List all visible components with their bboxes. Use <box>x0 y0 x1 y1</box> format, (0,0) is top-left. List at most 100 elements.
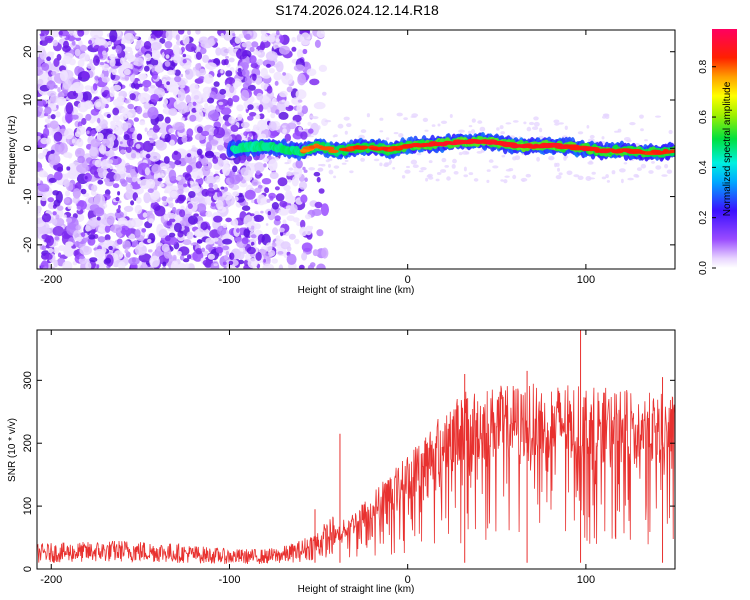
noise-blob <box>195 161 203 169</box>
noise-blob <box>303 169 308 173</box>
noise-blob <box>503 179 508 184</box>
noise-blob <box>112 84 122 91</box>
noise-blob <box>77 155 85 164</box>
noise-blob <box>37 210 41 217</box>
noise-blob <box>125 146 132 153</box>
noise-blob <box>183 183 188 188</box>
snr-y-label: SNR (10 * v/v) <box>7 418 18 482</box>
noise-blob <box>71 40 76 46</box>
noise-blob <box>105 257 111 264</box>
noise-blob <box>328 169 334 175</box>
noise-blob <box>316 229 324 237</box>
noise-blob <box>229 174 241 185</box>
noise-blob <box>260 82 269 90</box>
noise-blob <box>96 216 101 221</box>
noise-blob <box>468 172 474 176</box>
noise-blob <box>425 177 429 182</box>
noise-blob <box>500 179 504 182</box>
noise-blob <box>258 113 265 120</box>
noise-blob <box>453 171 459 175</box>
noise-blob <box>169 190 178 198</box>
noise-blob <box>158 229 168 239</box>
noise-blob <box>230 124 239 132</box>
noise-blob <box>200 221 208 231</box>
noise-blob <box>270 112 276 119</box>
noise-blob <box>54 236 60 241</box>
noise-blob <box>218 101 224 106</box>
noise-blob <box>500 131 505 135</box>
noise-blob <box>253 162 265 173</box>
noise-blob <box>165 54 170 59</box>
noise-blob <box>236 104 244 112</box>
noise-blob <box>418 170 424 173</box>
noise-blob <box>501 155 506 158</box>
noise-blob <box>295 159 303 169</box>
noise-blob <box>203 97 209 103</box>
noise-blob <box>606 180 611 183</box>
noise-blob <box>97 236 106 243</box>
noise-blob <box>205 237 216 245</box>
noise-blob <box>109 30 118 43</box>
noise-blob <box>360 129 367 134</box>
noise-blob <box>56 96 67 106</box>
noise-blob <box>316 263 326 269</box>
noise-blob <box>128 233 136 241</box>
noise-blob <box>138 73 148 81</box>
noise-blob <box>269 171 279 179</box>
noise-blob <box>627 177 634 181</box>
noise-blob <box>267 211 271 216</box>
noise-blob <box>173 54 182 64</box>
noise-blob <box>267 107 271 113</box>
noise-blob <box>196 239 203 244</box>
noise-blob <box>428 160 433 164</box>
noise-blob <box>249 112 257 117</box>
noise-blob <box>441 157 447 163</box>
noise-blob <box>292 217 300 223</box>
noise-blob <box>101 76 110 83</box>
noise-blob <box>127 103 134 110</box>
noise-blob <box>311 116 319 120</box>
noise-blob <box>193 213 199 217</box>
noise-blob <box>252 124 259 131</box>
colorbar-gradient <box>712 29 737 268</box>
noise-blob <box>193 197 199 202</box>
noise-blob <box>171 260 179 269</box>
noise-blob <box>449 114 453 118</box>
noise-blob <box>152 133 158 140</box>
noise-blob <box>44 187 50 192</box>
noise-blob <box>94 75 100 81</box>
noise-blob <box>245 201 249 206</box>
noise-blob <box>279 200 288 208</box>
noise-blob <box>115 196 120 202</box>
noise-blob <box>129 93 136 101</box>
noise-blob <box>265 223 269 226</box>
noise-blob <box>150 42 162 51</box>
noise-blob <box>42 149 47 156</box>
noise-blob <box>143 192 151 204</box>
noise-blob <box>212 156 219 164</box>
noise-blob <box>283 184 291 192</box>
noise-blob <box>393 132 399 135</box>
noise-blob <box>655 165 662 170</box>
noise-blob <box>444 165 450 168</box>
noise-blob <box>278 208 289 216</box>
noise-blob <box>265 51 278 61</box>
noise-blob <box>46 80 56 90</box>
noise-blob <box>97 179 104 185</box>
noise-blob <box>143 41 152 50</box>
noise-blob <box>57 87 61 93</box>
noise-blob <box>172 254 177 261</box>
noise-blob <box>344 159 349 162</box>
noise-blob <box>343 116 350 121</box>
spectrogram-frame <box>36 29 676 270</box>
noise-blob <box>223 32 233 41</box>
noise-blob <box>161 196 168 202</box>
noise-blob <box>242 30 248 36</box>
noise-blob <box>132 68 139 75</box>
noise-blob <box>86 130 90 135</box>
noise-blob <box>82 91 92 102</box>
noise-blob <box>89 257 98 263</box>
noise-blob <box>164 235 171 242</box>
colorbar-tick-label: 0.8 <box>698 59 709 73</box>
noise-blob <box>291 36 297 43</box>
